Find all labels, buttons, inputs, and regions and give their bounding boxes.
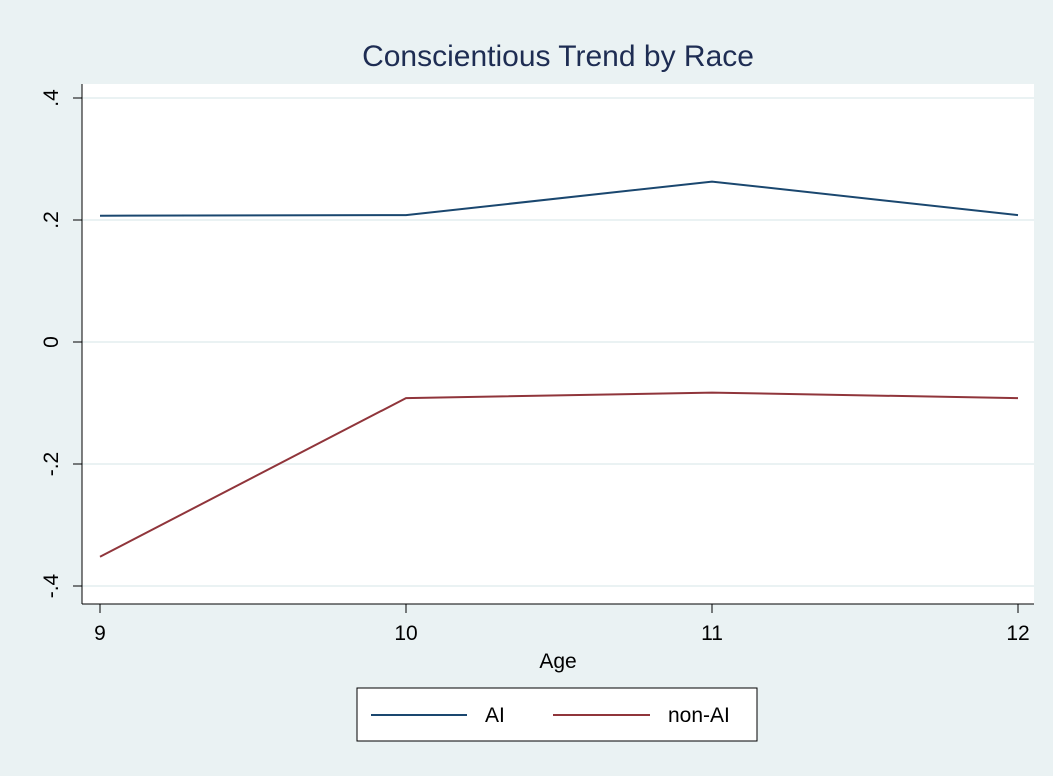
axis-ticks: -.4 -.2 0 .2 .4 9 10 11 12 — [40, 89, 1030, 645]
y-tick-label: -.2 — [40, 452, 63, 477]
series-line-ai — [99, 180, 1019, 217]
y-tick-label: .4 — [40, 89, 63, 107]
legend: AI non-AI — [356, 687, 758, 742]
chart-title: Conscientious Trend by Race — [362, 40, 754, 73]
plot-background — [82, 84, 1034, 604]
y-tick-label: -.4 — [40, 573, 63, 598]
axes — [81, 84, 1034, 605]
x-axis-label: Age — [539, 650, 576, 673]
series-lines — [99, 180, 1019, 558]
legend-label-non-ai: non-AI — [668, 704, 730, 727]
legend-label-ai: AI — [485, 704, 505, 727]
grid-lines — [82, 97, 1034, 587]
x-tick-label: 12 — [1006, 622, 1029, 645]
series-line-non-ai — [99, 391, 1019, 558]
y-tick-label: 0 — [40, 336, 63, 348]
legend-items: AI non-AI — [371, 704, 730, 727]
x-tick-label: 10 — [394, 622, 417, 645]
y-tick-label: .2 — [40, 211, 63, 229]
x-tick-label: 11 — [701, 622, 723, 645]
x-tick-label: 9 — [94, 622, 106, 645]
